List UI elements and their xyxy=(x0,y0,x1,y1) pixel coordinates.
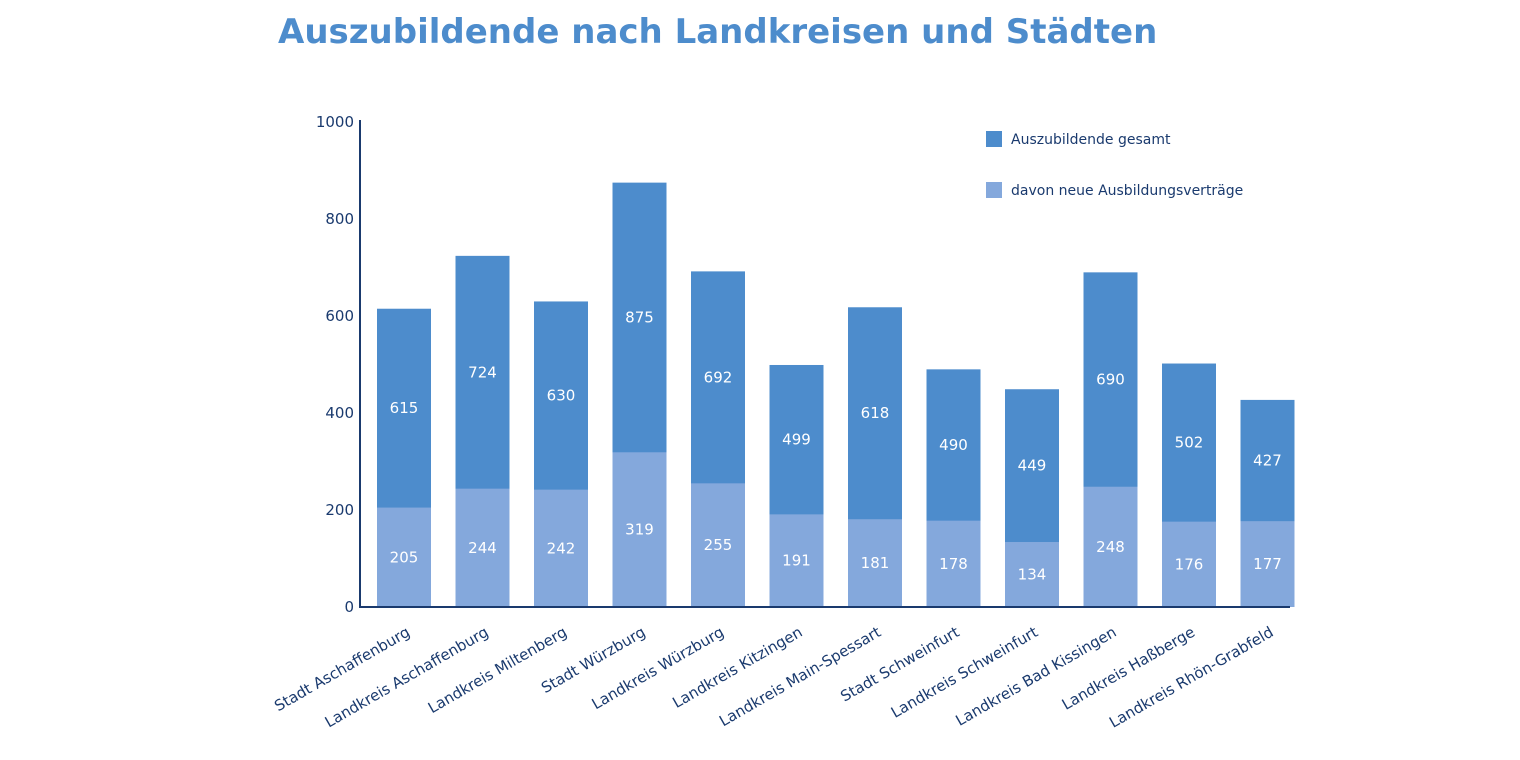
data-label-new: 177 xyxy=(1253,555,1282,573)
data-label-total: 690 xyxy=(1096,371,1125,389)
data-label-new: 242 xyxy=(547,539,576,557)
data-label-total: 427 xyxy=(1253,452,1282,470)
y-tick-label: 1000 xyxy=(316,113,354,131)
data-label-total: 724 xyxy=(468,363,497,381)
legend-label-total: Auszubildende gesamt xyxy=(1011,132,1171,148)
bar-new-contracts xyxy=(1240,521,1295,607)
legend-swatch-total xyxy=(986,131,1002,147)
data-label-total: 692 xyxy=(704,368,733,386)
data-label-new: 134 xyxy=(1018,566,1047,584)
data-label-new: 248 xyxy=(1096,538,1125,556)
x-category-label: Landkreis Kitzingen xyxy=(669,623,805,712)
bar-new-contracts xyxy=(455,488,510,607)
legend-label-new: davon neue Ausbildungsverträge xyxy=(1011,183,1243,199)
bar-new-contracts xyxy=(377,507,431,607)
data-label-total: 618 xyxy=(861,404,890,422)
data-label-total: 499 xyxy=(782,431,811,449)
y-tick-label: 400 xyxy=(325,404,354,422)
bar-new-contracts xyxy=(534,489,588,607)
x-category-label: Landkreis Haßberge xyxy=(1059,623,1198,714)
y-tick-label: 600 xyxy=(325,307,354,325)
y-tick-label: 200 xyxy=(325,501,354,519)
data-label-total: 490 xyxy=(939,436,968,454)
data-label-new: 178 xyxy=(939,555,968,573)
data-label-total: 875 xyxy=(625,308,654,326)
data-label-new: 319 xyxy=(625,521,654,539)
y-tick-label: 800 xyxy=(325,210,354,228)
data-label-new: 181 xyxy=(861,554,890,572)
data-label-new: 255 xyxy=(704,536,733,554)
chart-title: Auszubildende nach Landkreisen und Städt… xyxy=(278,12,1158,52)
data-label-total: 449 xyxy=(1018,457,1047,475)
data-label-new: 205 xyxy=(390,548,419,566)
data-label-new: 244 xyxy=(468,539,497,557)
data-label-total: 615 xyxy=(390,399,419,417)
data-label-total: 502 xyxy=(1175,434,1204,452)
bar-new-contracts xyxy=(1162,521,1216,607)
legend-swatch-new xyxy=(986,182,1002,198)
data-label-total: 630 xyxy=(547,387,576,405)
bar-new-contracts xyxy=(1005,542,1059,607)
y-tick-label: 0 xyxy=(344,598,354,616)
bar-new-contracts xyxy=(848,519,902,607)
x-category-label: Landkreis Miltenberg xyxy=(425,623,570,717)
x-category-label: Landkreis Würzburg xyxy=(589,623,727,713)
bar-new-contracts xyxy=(1083,486,1138,607)
data-label-new: 176 xyxy=(1175,555,1204,573)
bar-new-contracts xyxy=(691,483,745,607)
bar-new-contracts xyxy=(769,514,824,607)
bar-new-contracts xyxy=(926,520,981,607)
x-category-label: Stadt Aschaffenburg xyxy=(271,623,413,715)
data-label-new: 191 xyxy=(782,552,811,570)
bar-new-contracts xyxy=(612,452,667,607)
